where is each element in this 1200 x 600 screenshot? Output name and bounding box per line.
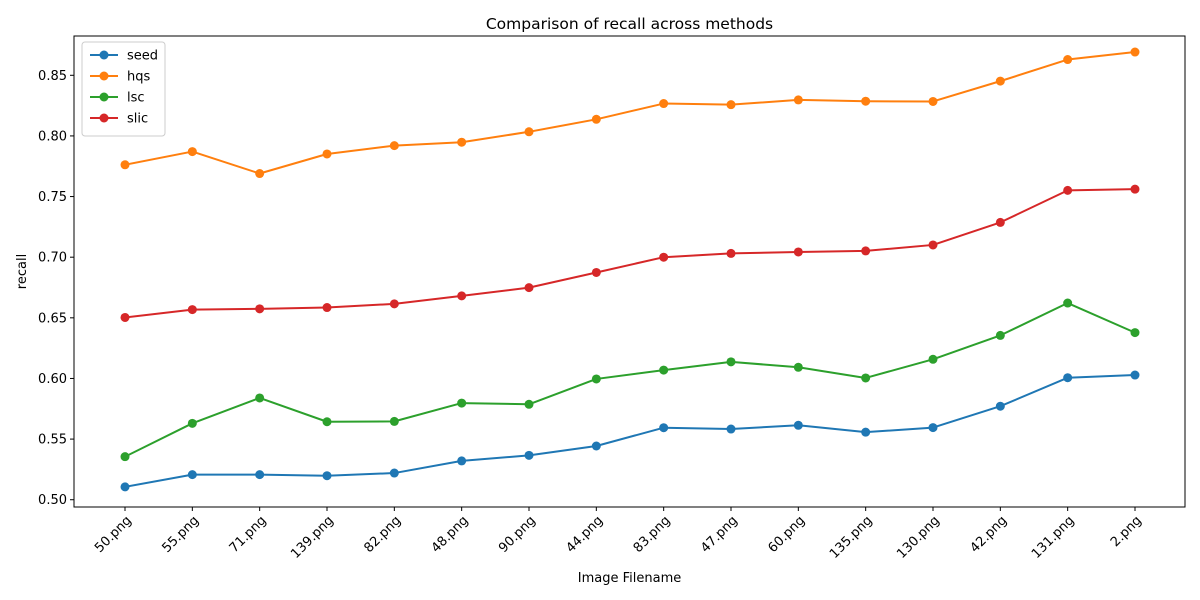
- data-point-lsc: [187, 418, 197, 428]
- series-line-hqs: [124, 51, 1136, 175]
- series-line-slic: [124, 188, 1136, 319]
- legend: seed hqs lsc slic: [81, 41, 166, 137]
- data-point-lsc: [659, 365, 669, 375]
- chart-title: Comparison of recall across methods: [486, 15, 773, 33]
- data-point-lsc: [322, 417, 332, 427]
- data-point-lsc: [591, 374, 601, 384]
- legend-label-hqs: hqs: [127, 70, 150, 85]
- data-point-hqs: [322, 149, 332, 159]
- data-point-hqs: [255, 169, 265, 179]
- y-tick-label: 0.75: [38, 190, 67, 205]
- data-point-slic: [457, 291, 467, 301]
- data-point-lsc: [995, 330, 1005, 340]
- data-point-slic: [524, 283, 534, 293]
- data-point-hqs: [793, 95, 803, 105]
- data-point-slic: [591, 267, 601, 277]
- data-point-slic: [861, 246, 871, 256]
- legend-label-slic: slic: [127, 112, 148, 127]
- data-point-hqs: [1130, 47, 1140, 57]
- series-line-seed: [124, 374, 1136, 488]
- data-point-seed: [524, 450, 534, 460]
- data-point-hqs: [389, 141, 399, 151]
- y-tick-label: 0.55: [38, 433, 67, 448]
- data-point-seed: [322, 471, 332, 481]
- data-point-seed: [187, 470, 197, 480]
- data-point-slic: [1063, 185, 1073, 195]
- data-point-slic: [120, 312, 130, 322]
- data-point-hqs: [187, 147, 197, 157]
- plot-frame: [73, 35, 1186, 508]
- y-tick-label: 0.60: [38, 372, 67, 387]
- data-point-slic: [255, 304, 265, 314]
- data-point-lsc: [457, 398, 467, 408]
- data-point-hqs: [726, 100, 736, 110]
- data-point-lsc: [861, 373, 871, 383]
- data-point-hqs: [928, 96, 938, 106]
- data-point-slic: [793, 247, 803, 257]
- data-point-seed: [255, 470, 265, 480]
- data-point-hqs: [1063, 55, 1073, 65]
- y-tick-label: 0.70: [38, 251, 67, 266]
- x-axis-title: Image Filename: [578, 571, 681, 586]
- data-point-lsc: [524, 399, 534, 409]
- data-point-seed: [726, 424, 736, 434]
- legend-marker-lsc: [99, 92, 109, 102]
- data-point-slic: [1130, 184, 1140, 194]
- data-point-lsc: [120, 452, 130, 462]
- data-point-hqs: [120, 160, 130, 170]
- y-tick-label: 0.80: [38, 129, 67, 144]
- data-point-seed: [928, 423, 938, 433]
- legend-box: [81, 41, 166, 137]
- data-point-lsc: [928, 354, 938, 364]
- data-point-slic: [322, 303, 332, 313]
- legend-label-seed: seed: [127, 49, 158, 64]
- data-point-hqs: [591, 114, 601, 124]
- data-point-slic: [995, 217, 1005, 227]
- data-point-seed: [1063, 373, 1073, 383]
- legend-marker-slic: [99, 113, 109, 123]
- data-point-seed: [793, 420, 803, 430]
- data-point-lsc: [793, 362, 803, 372]
- legend-label-lsc: lsc: [127, 91, 145, 106]
- series-line-lsc: [124, 302, 1136, 458]
- y-tick-label: 0.85: [38, 69, 67, 84]
- data-point-lsc: [726, 357, 736, 367]
- y-tick-label: 0.50: [38, 493, 67, 508]
- data-point-seed: [995, 401, 1005, 411]
- data-point-lsc: [255, 393, 265, 403]
- legend-marker-hqs: [99, 71, 109, 81]
- data-point-hqs: [457, 137, 467, 147]
- data-point-slic: [187, 305, 197, 315]
- legend-marker-seed: [99, 50, 109, 60]
- data-point-lsc: [1130, 328, 1140, 338]
- data-point-hqs: [659, 99, 669, 109]
- data-point-seed: [120, 482, 130, 492]
- data-point-lsc: [389, 416, 399, 426]
- data-point-slic: [659, 252, 669, 262]
- data-point-slic: [726, 248, 736, 258]
- data-point-hqs: [861, 96, 871, 106]
- data-point-seed: [659, 423, 669, 433]
- data-point-seed: [389, 468, 399, 478]
- data-point-lsc: [1063, 298, 1073, 308]
- data-point-seed: [457, 456, 467, 466]
- y-axis-title: recall: [15, 254, 30, 289]
- data-point-seed: [1130, 370, 1140, 380]
- data-point-slic: [389, 299, 399, 309]
- data-point-seed: [861, 427, 871, 437]
- data-point-hqs: [995, 76, 1005, 86]
- data-point-hqs: [524, 127, 534, 137]
- data-point-seed: [591, 441, 601, 451]
- y-tick-label: 0.65: [38, 311, 67, 326]
- data-point-slic: [928, 240, 938, 250]
